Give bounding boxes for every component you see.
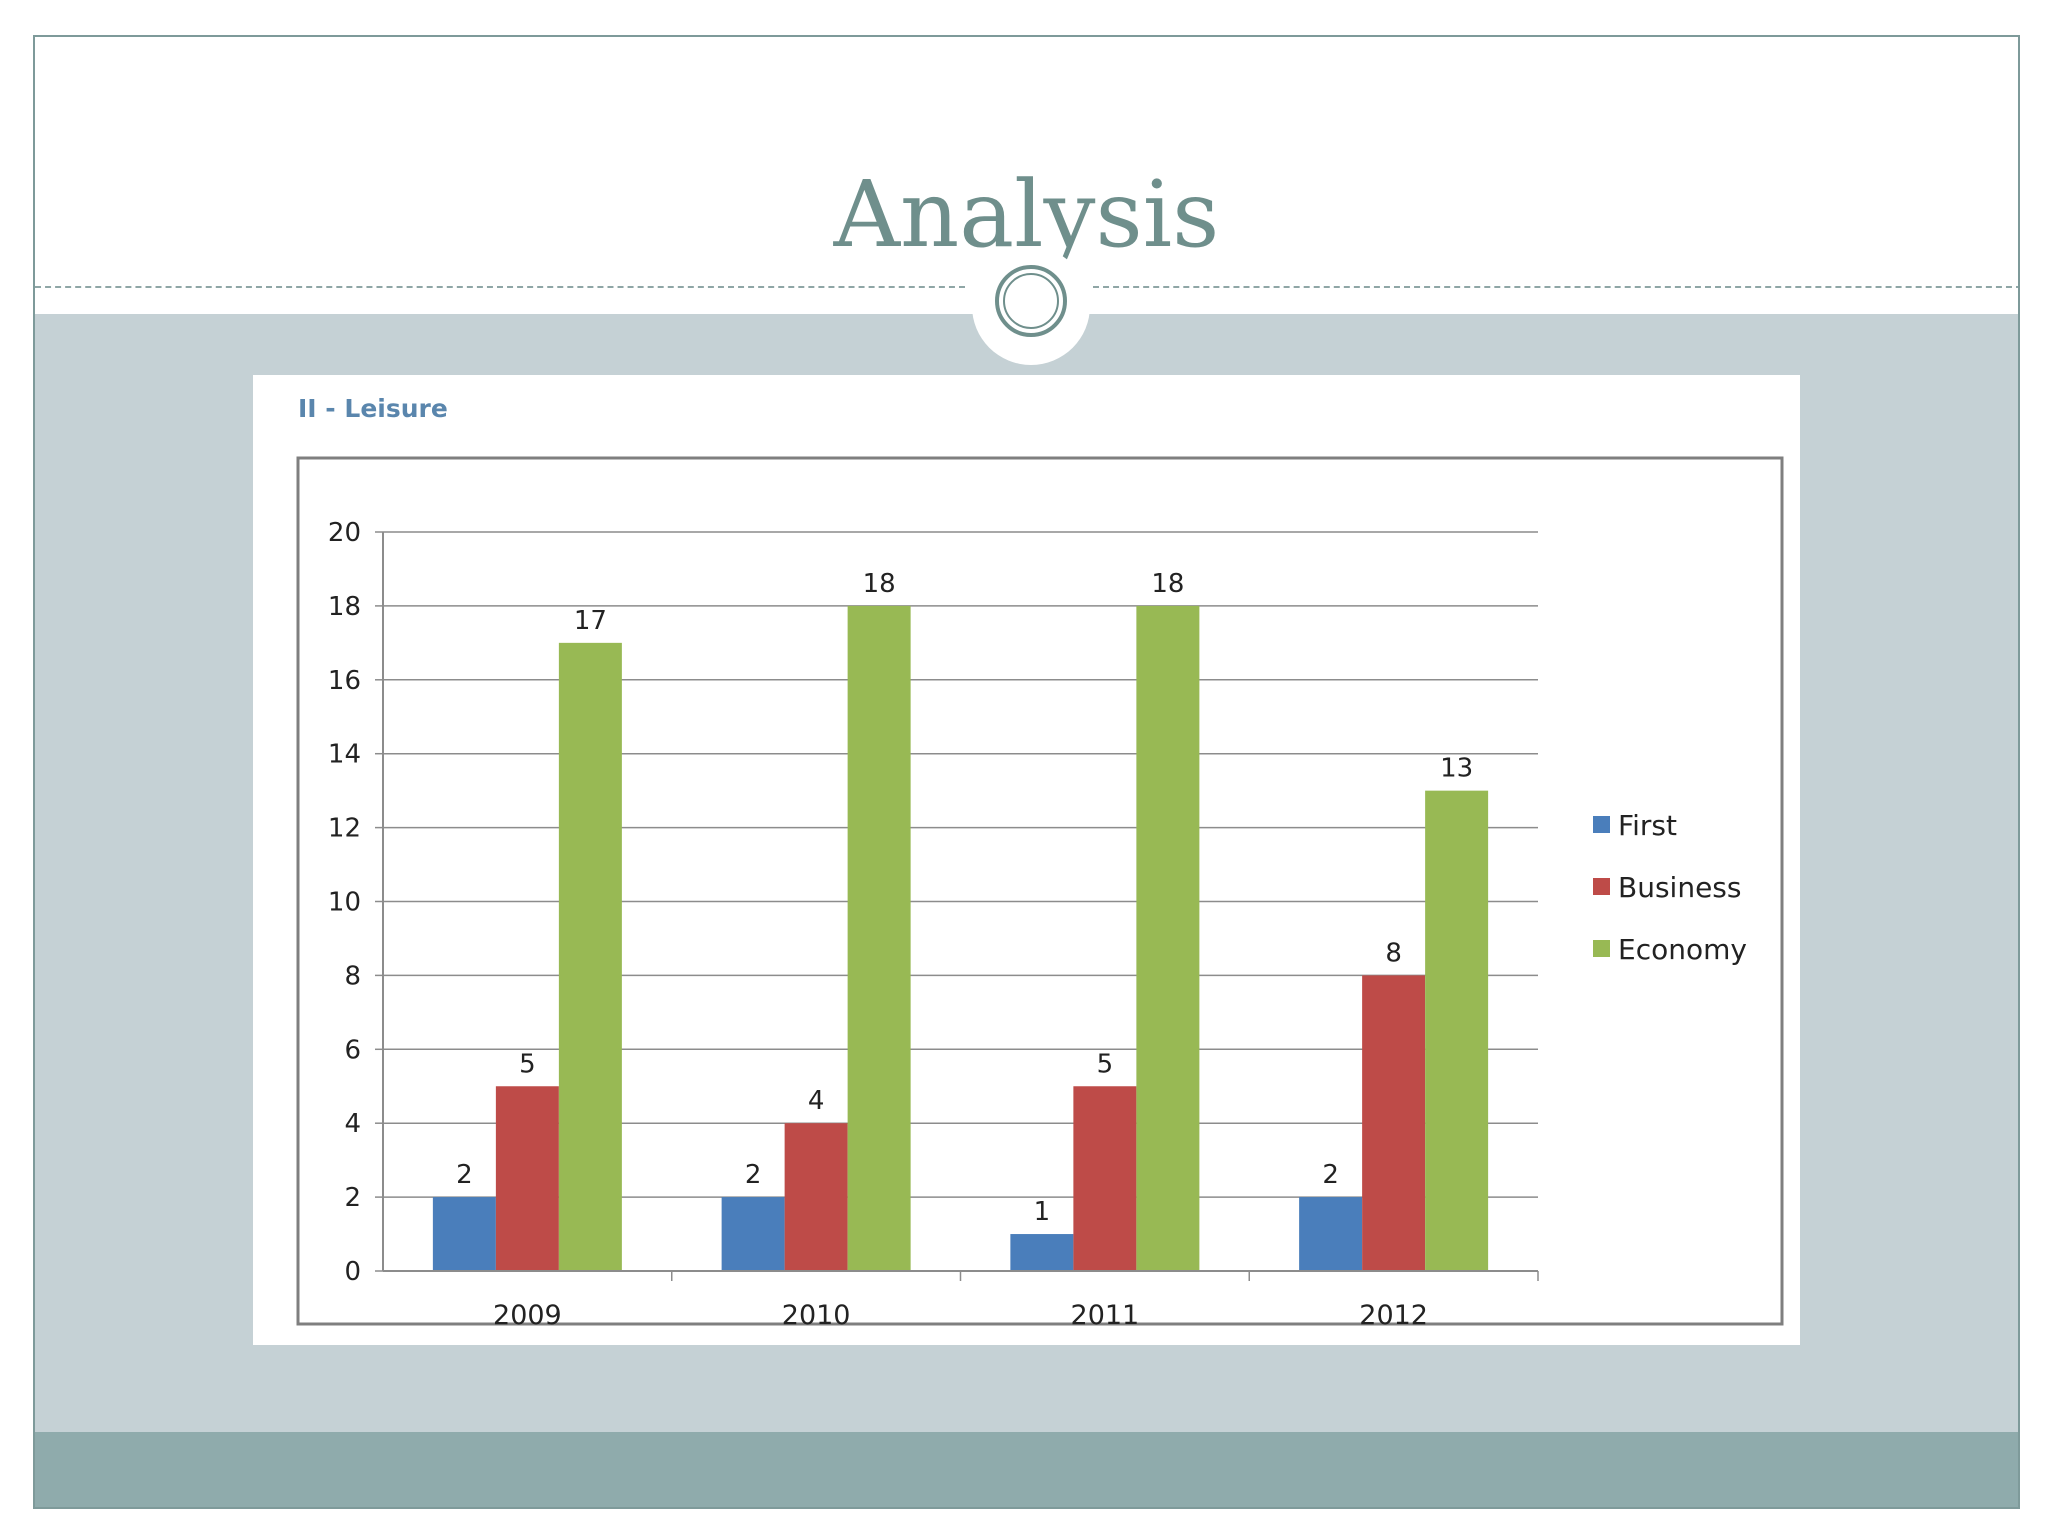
bar-business-2011 bbox=[1073, 1086, 1137, 1271]
legend-label-business: Business bbox=[1618, 871, 1741, 904]
chart-card: II - Leisure 0 2 4 6 8 10 12 14 16 18 20 2 5 17 2 4 18 1… bbox=[253, 375, 1800, 1345]
bar-economy-2010 bbox=[847, 605, 911, 1271]
x-tick-label: 2010 bbox=[782, 1300, 851, 1331]
axes bbox=[382, 532, 1538, 1272]
circle-ornament-icon bbox=[972, 247, 1090, 365]
y-tick-label: 4 bbox=[344, 1109, 361, 1139]
bars bbox=[432, 605, 1489, 1271]
ornament-outer-ring bbox=[995, 265, 1067, 337]
bar-business-2009 bbox=[495, 1086, 559, 1271]
data-label: 17 bbox=[574, 606, 607, 636]
y-tick-label: 2 bbox=[344, 1183, 361, 1213]
slide: Analysis II - Leisure 0 2 4 6 8 10 12 14 16 18 20 … bbox=[33, 35, 2020, 1509]
y-axis-ticks: 0 2 4 6 8 10 12 14 16 18 20 bbox=[328, 518, 383, 1287]
legend-swatch-first bbox=[1593, 816, 1610, 833]
x-tick-label: 2012 bbox=[1359, 1300, 1428, 1331]
data-label: 2 bbox=[456, 1160, 473, 1190]
y-tick-label: 18 bbox=[328, 592, 361, 622]
legend-label-first: First bbox=[1618, 809, 1677, 842]
y-tick-label: 16 bbox=[328, 666, 361, 696]
legend-swatch-economy bbox=[1593, 940, 1610, 957]
title-divider-right bbox=[1093, 286, 2018, 288]
bar-first-2011 bbox=[1010, 1234, 1074, 1271]
x-axis-ticks: 2009 2010 2011 2012 bbox=[493, 1271, 1539, 1331]
bar-first-2009 bbox=[432, 1197, 496, 1271]
x-tick-label: 2011 bbox=[1071, 1300, 1140, 1331]
data-label: 5 bbox=[519, 1049, 536, 1079]
bar-economy-2011 bbox=[1136, 605, 1200, 1271]
data-label: 5 bbox=[1097, 1049, 1114, 1079]
y-tick-label: 6 bbox=[344, 1035, 361, 1065]
bar-business-2010 bbox=[784, 1123, 848, 1271]
data-label: 18 bbox=[1151, 569, 1184, 599]
bar-business-2012 bbox=[1362, 975, 1426, 1271]
data-label: 4 bbox=[808, 1086, 825, 1116]
data-labels: 2 5 17 2 4 18 1 5 18 2 8 13 bbox=[456, 569, 1473, 1227]
bar-economy-2012 bbox=[1425, 790, 1489, 1271]
data-label: 1 bbox=[1034, 1197, 1051, 1227]
data-label: 8 bbox=[1385, 938, 1402, 968]
data-label: 18 bbox=[863, 569, 896, 599]
chart-title: II - Leisure bbox=[298, 394, 448, 423]
data-label: 13 bbox=[1440, 754, 1473, 784]
y-tick-label: 14 bbox=[328, 740, 361, 770]
y-tick-label: 10 bbox=[328, 888, 361, 918]
legend-label-economy: Economy bbox=[1618, 933, 1747, 966]
data-label: 2 bbox=[1322, 1160, 1339, 1190]
bar-first-2012 bbox=[1299, 1197, 1363, 1271]
y-tick-label: 8 bbox=[344, 961, 361, 991]
legend: First Business Economy bbox=[1593, 809, 1747, 966]
bar-first-2010 bbox=[721, 1197, 785, 1271]
title-divider-left bbox=[35, 286, 965, 288]
legend-swatch-business bbox=[1593, 878, 1610, 895]
y-tick-label: 0 bbox=[344, 1257, 361, 1287]
y-tick-label: 20 bbox=[328, 518, 361, 548]
slide-title: Analysis bbox=[833, 161, 1220, 268]
x-tick-label: 2009 bbox=[493, 1300, 562, 1331]
footer-band bbox=[35, 1432, 2018, 1507]
bar-economy-2009 bbox=[558, 642, 622, 1271]
ornament-inner-ring bbox=[1003, 273, 1059, 329]
data-label: 2 bbox=[745, 1160, 762, 1190]
y-tick-label: 12 bbox=[328, 814, 361, 844]
